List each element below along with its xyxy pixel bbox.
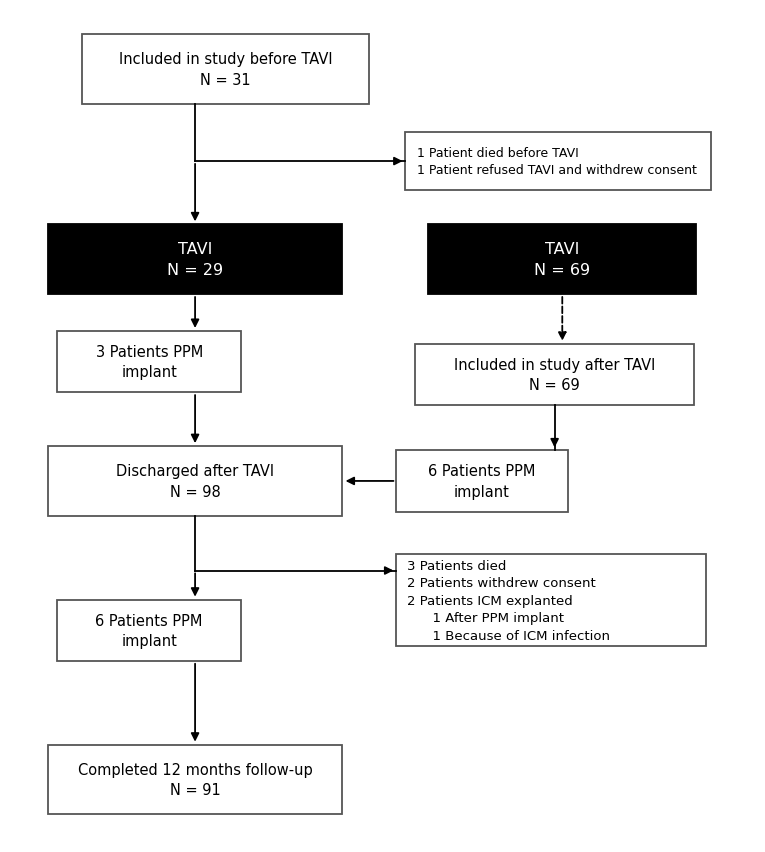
FancyBboxPatch shape [47,446,343,516]
Text: 6 Patients PPM
implant: 6 Patients PPM implant [428,463,536,499]
FancyBboxPatch shape [82,35,369,105]
Text: TAVI
N = 29: TAVI N = 29 [167,242,223,278]
Text: Completed 12 months follow-up
N = 91: Completed 12 months follow-up N = 91 [78,762,312,797]
FancyBboxPatch shape [415,344,694,406]
FancyBboxPatch shape [47,745,343,815]
Text: 3 Patients PPM
implant: 3 Patients PPM implant [96,344,203,380]
Text: Included in study before TAVI
N = 31: Included in study before TAVI N = 31 [119,52,333,88]
FancyBboxPatch shape [405,133,711,191]
FancyBboxPatch shape [396,451,568,512]
FancyBboxPatch shape [47,225,343,295]
Text: Included in study after TAVI
N = 69: Included in study after TAVI N = 69 [454,357,656,393]
FancyBboxPatch shape [396,555,705,647]
Text: 6 Patients PPM
implant: 6 Patients PPM implant [96,613,203,648]
Text: 1 Patient died before TAVI
1 Patient refused TAVI and withdrew consent: 1 Patient died before TAVI 1 Patient ref… [417,147,697,177]
Text: TAVI
N = 69: TAVI N = 69 [534,242,591,278]
Text: 3 Patients died
2 Patients withdrew consent
2 Patients ICM explanted
      1 Aft: 3 Patients died 2 Patients withdrew cons… [407,559,610,642]
FancyBboxPatch shape [57,331,241,393]
FancyBboxPatch shape [57,600,241,661]
Text: Discharged after TAVI
N = 98: Discharged after TAVI N = 98 [116,463,274,499]
FancyBboxPatch shape [428,225,696,295]
